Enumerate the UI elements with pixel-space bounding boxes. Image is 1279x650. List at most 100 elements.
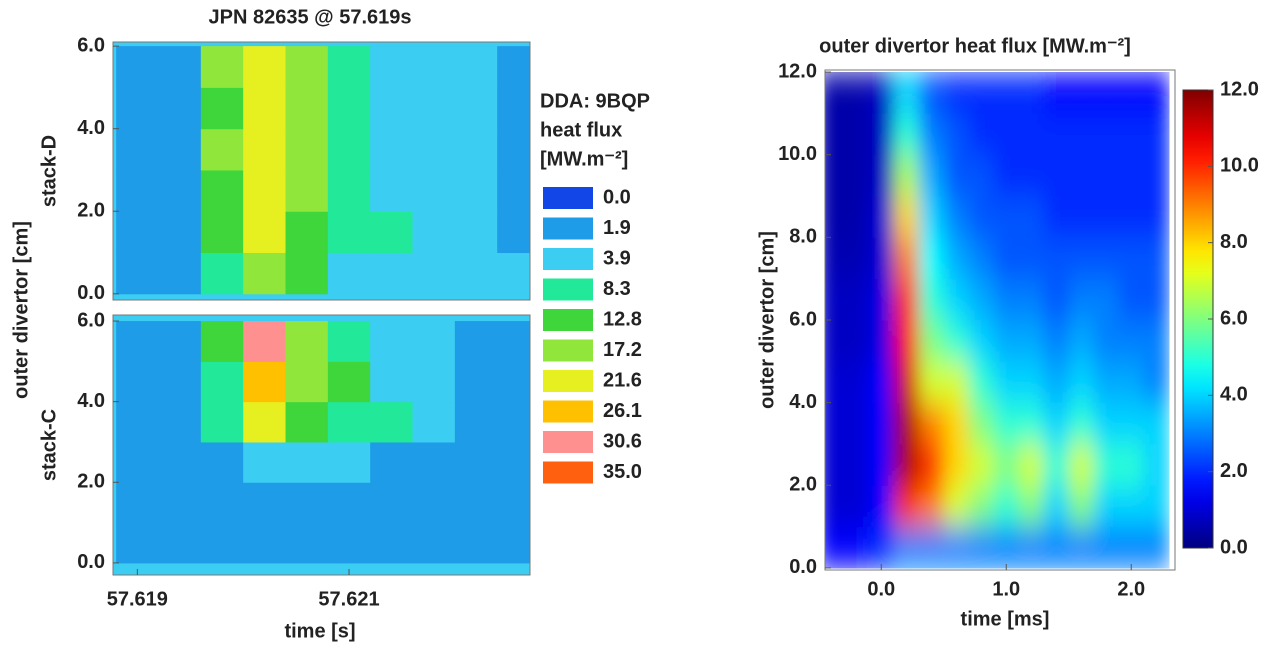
heatmap-cell <box>1093 320 1120 362</box>
heatmap-cells <box>825 72 1170 569</box>
heatmap-cell <box>993 278 1020 321</box>
heatmap-cell <box>968 526 995 569</box>
legend-title: [MW.m⁻²] <box>540 148 628 170</box>
heatmap-cell <box>893 320 920 362</box>
heatmap-cell <box>1018 72 1045 114</box>
contour-cell <box>370 128 414 171</box>
heatmap-cell <box>893 402 920 445</box>
heatmap-cell <box>968 72 995 114</box>
heatmap-cell <box>1068 361 1095 404</box>
heatmap-cell <box>1143 113 1170 156</box>
heatmap-cell <box>993 443 1020 486</box>
heatmap-cell <box>968 320 995 362</box>
contour-cell <box>370 321 414 362</box>
heatmap-cell <box>843 443 870 486</box>
contour-cell <box>497 128 530 171</box>
legend-swatch <box>543 248 593 270</box>
contour-cell <box>412 252 456 295</box>
heatmap-cell <box>868 278 895 321</box>
contour-cell <box>243 46 287 88</box>
legend-swatch <box>543 187 593 209</box>
heatmap-cell <box>893 278 920 321</box>
heatmap-cell <box>1118 278 1145 321</box>
heatmap-cell <box>1068 526 1095 569</box>
contour-cell <box>158 441 202 483</box>
contour-cell <box>243 482 287 524</box>
heatmap-cell <box>1043 154 1070 197</box>
contour-cell <box>285 87 329 130</box>
heatmap-cell <box>868 526 895 569</box>
y-tick-label: 4.0 <box>77 390 105 412</box>
heatmap-cell <box>968 278 995 321</box>
contour-cell <box>370 211 414 254</box>
heatmap-cell <box>993 402 1020 445</box>
contour-cell <box>370 522 414 564</box>
heatmap-cell <box>968 443 995 486</box>
contour-cell <box>158 361 202 403</box>
heatmap-cell <box>943 402 970 445</box>
heatmap-cell <box>1018 485 1045 528</box>
heatmap-cell <box>1118 113 1145 156</box>
heatmap-cell <box>968 402 995 445</box>
heatmap-cell <box>893 443 920 486</box>
heatmap-cell <box>825 154 845 197</box>
heatmap-cell <box>1068 402 1095 445</box>
contour-cell <box>370 361 414 403</box>
legend-swatch <box>543 309 593 331</box>
heatmap-cell <box>893 72 920 114</box>
heatmap-cell <box>1118 361 1145 404</box>
contour-cell <box>116 211 160 254</box>
heatmap-cell <box>943 361 970 404</box>
heatmap-cell <box>918 154 945 197</box>
y-axis-label: outer divertor [cm] <box>10 221 32 399</box>
heatmap-cell <box>825 485 845 528</box>
contour-cell <box>370 252 414 295</box>
y-tick-label: 2.0 <box>77 200 105 222</box>
heatmap-cell <box>943 485 970 528</box>
heatmap-cell <box>868 443 895 486</box>
contour-cell <box>327 169 371 212</box>
heatmap-cell <box>1143 443 1170 486</box>
heatmap-cell <box>843 485 870 528</box>
heatmap-cell <box>1143 361 1170 404</box>
heatmap-cell <box>1093 526 1120 569</box>
contour-cell <box>243 441 287 483</box>
contour-cell <box>497 401 530 443</box>
heatmap-cell <box>1068 278 1095 321</box>
heatmap-cell <box>843 402 870 445</box>
heatmap-cell <box>843 113 870 156</box>
legend-label: 1.9 <box>603 217 631 239</box>
contour-cell <box>200 169 244 212</box>
contour-cell <box>116 361 160 403</box>
heatmap-cell <box>1018 278 1045 321</box>
y-axis-label: outer divertor [cm] <box>756 231 778 409</box>
y-tick-label: 4.0 <box>77 117 105 139</box>
heatmap-cell <box>968 485 995 528</box>
contour-cell <box>497 252 530 295</box>
heatmap-cell <box>868 113 895 156</box>
contour-cell <box>200 522 244 564</box>
heatmap-cell <box>825 443 845 486</box>
heatmap-cell <box>868 154 895 197</box>
contour-cell <box>412 482 456 524</box>
heatmap-cell <box>993 237 1020 280</box>
heatmap-cell <box>943 196 970 238</box>
heatmap-cell <box>1018 402 1045 445</box>
heatmap-cell <box>1043 196 1070 238</box>
heatmap-cell <box>968 113 995 156</box>
heatmap-cell <box>943 113 970 156</box>
y-tick-label: 6.0 <box>789 308 817 330</box>
heatmap-cell <box>918 237 945 280</box>
contour-cell <box>412 321 456 362</box>
x-tick-label: 1.0 <box>992 578 1020 600</box>
contour-cell <box>454 252 498 295</box>
contour-cell <box>158 128 202 171</box>
y-tick-label: 8.0 <box>789 226 817 248</box>
contour-cell <box>327 522 371 564</box>
x-tick-label: 2.0 <box>1117 578 1145 600</box>
y-tick-label: 0.0 <box>77 282 105 304</box>
contour-cell <box>158 482 202 524</box>
contour-cell <box>454 482 498 524</box>
heatmap-cell <box>825 402 845 445</box>
